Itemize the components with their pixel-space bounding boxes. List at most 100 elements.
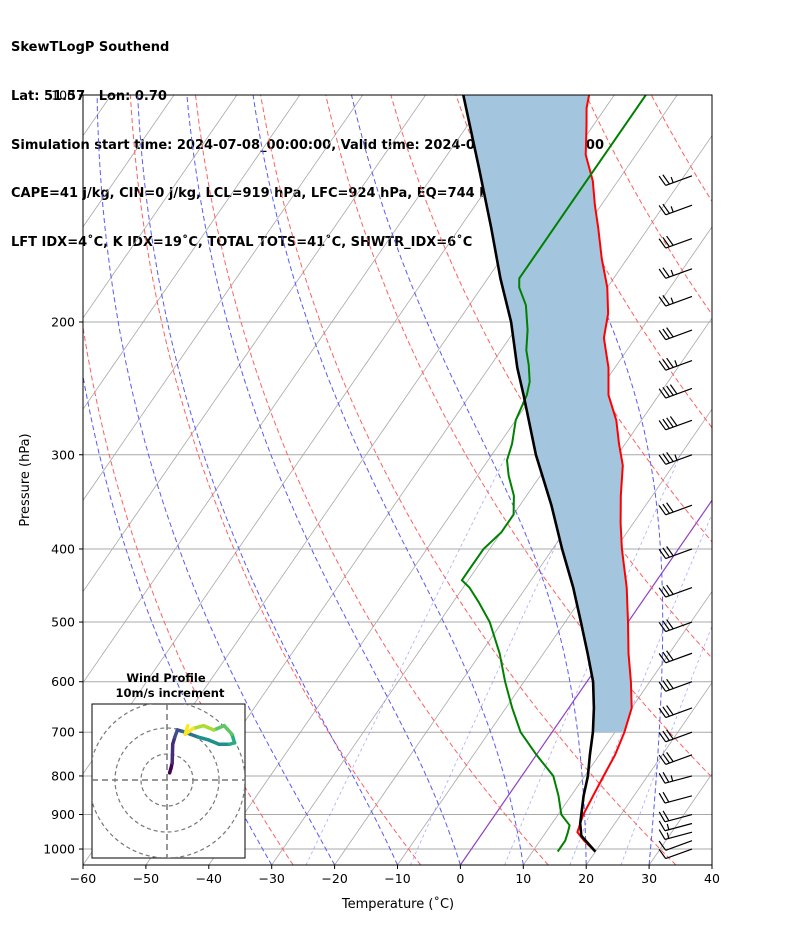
axes: −60 −50 −40 −30 −20 −10 0 10 20 30 40 1000 900 800 700… <box>43 88 720 887</box>
dry-adiabat <box>195 95 549 865</box>
hodo-segment <box>201 723 216 732</box>
barb-flag <box>662 810 670 822</box>
barb-staff <box>665 359 693 371</box>
barb-flag <box>658 840 667 851</box>
isotherm-line <box>83 95 426 593</box>
hodo-segment <box>206 738 221 746</box>
barb-flag <box>658 205 667 216</box>
barb-flag <box>666 650 674 661</box>
barb-half-flag <box>670 775 674 782</box>
wind-barb <box>658 791 693 804</box>
isotherm-line <box>83 95 301 410</box>
barb-flag <box>662 295 670 306</box>
wind-barb <box>658 384 693 399</box>
x-tick-label: −40 <box>196 871 222 886</box>
moist-adiabat <box>137 95 398 865</box>
barb-flag <box>658 707 667 718</box>
dry-adiabat <box>129 95 422 865</box>
barb-flag <box>658 792 666 804</box>
wind-barb <box>658 235 693 249</box>
barb-flag <box>658 360 667 371</box>
barb-staff <box>665 548 693 560</box>
wind-barb <box>658 416 693 431</box>
barb-flag <box>666 502 674 513</box>
barb-flag <box>666 678 674 689</box>
wind-barb <box>658 840 693 851</box>
barb-flag <box>662 203 670 214</box>
hodo-segment <box>196 735 211 742</box>
barb-flag <box>666 546 674 557</box>
barb-flag <box>662 753 670 764</box>
wind-barb <box>658 820 693 832</box>
barb-staff <box>665 840 693 851</box>
y-tick-label: 400 <box>51 541 75 556</box>
barb-staff <box>665 848 693 860</box>
barb-flag <box>658 829 666 840</box>
barb-flag <box>658 732 667 743</box>
barb-staff <box>664 775 693 784</box>
wind-barb <box>658 203 693 216</box>
dry-adiabat <box>83 323 294 865</box>
dry-adiabat <box>716 95 794 865</box>
barb-flag <box>658 621 667 632</box>
y-tick-label: 500 <box>51 615 75 630</box>
barb-flag <box>658 329 667 340</box>
barb-flag <box>662 547 670 558</box>
x-axis-label: Temperature (˚C) <box>341 896 454 912</box>
isotherm-line <box>459 499 712 865</box>
barb-half-flag <box>670 206 674 213</box>
dry-adiabat <box>520 95 712 429</box>
x-tick-label: 0 <box>456 871 464 886</box>
location-line: Lat: 51.57 Lon: 0.70 <box>11 89 167 105</box>
barb-flag <box>669 384 678 395</box>
barb-staff <box>664 831 693 841</box>
barb-half-flag <box>666 832 670 839</box>
x-tick-label: −50 <box>133 871 159 886</box>
barb-flag <box>666 357 674 368</box>
barb-flag <box>666 619 674 630</box>
isotherm-line <box>83 95 175 228</box>
mixing-ratio-line <box>620 625 712 865</box>
barb-staff <box>665 329 693 341</box>
isotherm-line <box>711 864 712 865</box>
wind-barb <box>658 357 693 371</box>
hodograph-inset: Wind Profile 10m/s increment <box>91 671 246 859</box>
barb-staff <box>665 586 693 598</box>
barb-flag <box>662 651 670 662</box>
barb-half-flag <box>674 454 678 461</box>
isotherm-line <box>208 135 712 865</box>
wind-barb <box>658 729 693 743</box>
hodo-segment <box>222 723 234 736</box>
x-tick-label: −30 <box>259 871 285 886</box>
barb-staff <box>665 652 693 664</box>
isotherm-line <box>83 95 364 502</box>
barb-flag <box>662 586 670 597</box>
barb-staff <box>665 621 693 633</box>
y-tick-label: 1000 <box>43 842 75 857</box>
x-tick-label: −60 <box>70 871 96 886</box>
barb-staff <box>665 175 693 186</box>
barb-flag <box>662 730 670 741</box>
wind-barb <box>658 451 693 465</box>
barb-flag <box>662 706 670 717</box>
barb-flag <box>658 268 667 279</box>
wind-barb <box>658 810 693 823</box>
dry-adiabat <box>782 95 794 865</box>
moist-adiabat <box>711 861 712 865</box>
y-tick-label: 600 <box>51 674 75 689</box>
wind-barb <box>658 327 693 341</box>
hodo-segment <box>191 723 206 731</box>
barb-flag <box>658 454 667 465</box>
barb-staff <box>664 822 693 832</box>
inset-title: Wind Profile <box>126 671 206 685</box>
inset-subtitle: 10m/s increment <box>116 686 225 700</box>
hodo-segment <box>183 723 190 736</box>
barb-flag <box>662 503 670 514</box>
barb-flag <box>666 729 674 740</box>
barb-flag <box>666 327 674 338</box>
barb-flag <box>662 772 670 783</box>
barb-flag <box>666 451 674 462</box>
barb-flag <box>658 388 667 399</box>
barb-flag <box>669 416 678 427</box>
